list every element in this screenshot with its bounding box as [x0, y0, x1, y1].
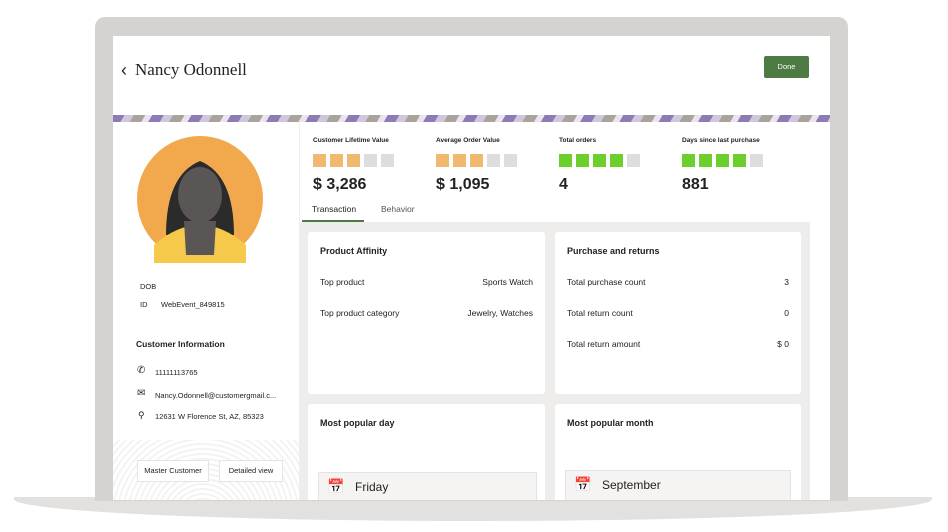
level-square [716, 154, 729, 167]
dob-label: DOB [140, 282, 157, 291]
phone: 11111113765 [155, 368, 198, 377]
email: Nancy.Odonnell@customergmail.c... [155, 391, 277, 400]
row-value: Jewelry, Watches [467, 308, 533, 318]
row-value: Sports Watch [482, 277, 533, 287]
level-square [576, 154, 589, 167]
row-label: Top product category [320, 308, 400, 318]
info-title: Customer Information [136, 339, 225, 349]
title: Nancy Odonnell [135, 60, 247, 79]
card-title: Purchase and returns [567, 246, 660, 256]
tab-active[interactable]: Transaction [312, 204, 357, 214]
level-square [733, 154, 746, 167]
metric-value: 881 [682, 176, 709, 193]
done-button[interactable]: Done [764, 56, 809, 78]
left-panel: DOB ID WebEvent_849815 Customer Informat… [113, 122, 300, 500]
day-value: Friday [355, 480, 389, 494]
tab[interactable]: Behavior [381, 204, 415, 214]
back-icon[interactable]: ‹ [121, 60, 127, 80]
level-square [504, 154, 517, 167]
level-square [470, 154, 483, 167]
metrics: Customer Lifetime Value $ 3,286 Average Or… [300, 122, 830, 222]
row-label: Total return count [567, 308, 633, 318]
level-square [750, 154, 763, 167]
metric-value: 4 [559, 176, 568, 193]
row-label: Total purchase count [567, 277, 646, 287]
row-value: $ 0 [777, 339, 789, 349]
level-square [381, 154, 394, 167]
metric-label: Average Order Value [436, 137, 500, 144]
tab-underline [302, 220, 364, 222]
month-value: September [602, 478, 661, 492]
metric-label: Total orders [559, 137, 597, 144]
banner-stripe [113, 115, 830, 122]
level-square [364, 154, 377, 167]
button[interactable]: Master Customer [137, 460, 209, 482]
level-square [559, 154, 572, 167]
level-square [453, 154, 466, 167]
metric-value: $ 3,286 [313, 176, 367, 193]
level-square [313, 154, 326, 167]
cards-area: Product Affinity Top product Sports Watch T… [300, 222, 810, 500]
phone-icon: ✆ [137, 365, 146, 376]
level-square [436, 154, 449, 167]
row-label: Total return amount [567, 339, 641, 349]
level-square [593, 154, 606, 167]
calendar-icon: 📅 [327, 478, 345, 494]
avatar [137, 136, 263, 263]
level-square [699, 154, 712, 167]
screen: ‹ Nancy Odonnell Done DOB ID WebEvent_84… [113, 36, 830, 500]
level-square [610, 154, 623, 167]
metric-label: Days since last purchase [682, 137, 760, 144]
id-label: ID [140, 300, 148, 309]
address-icon: ⚲ [138, 410, 145, 420]
id-value: WebEvent_849815 [161, 300, 225, 309]
card-title: Most popular day [320, 418, 395, 428]
level-square [682, 154, 695, 167]
card: Most popular day 📅 Friday [308, 404, 545, 500]
level-square [330, 154, 343, 167]
card: Purchase and returns Total purchase count… [555, 232, 801, 394]
address: 12631 W Florence St, AZ, 85323 [155, 412, 264, 421]
metric-label: Customer Lifetime Value [313, 137, 389, 144]
value-box: 📅 September [565, 470, 791, 500]
row-value: 0 [784, 308, 789, 318]
card-title: Product Affinity [320, 246, 388, 256]
row-value: 3 [784, 277, 789, 287]
metric-value: $ 1,095 [436, 176, 490, 193]
level-square [487, 154, 500, 167]
level-square [627, 154, 640, 167]
card: Product Affinity Top product Sports Watch T… [308, 232, 545, 394]
calendar-icon: 📅 [574, 476, 592, 492]
email-icon: ✉ [137, 388, 146, 399]
row-label: Top product [320, 277, 365, 287]
card-title: Most popular month [567, 418, 654, 428]
level-square [347, 154, 360, 167]
card: Most popular month 📅 September [555, 404, 801, 500]
value-box: 📅 Friday [318, 472, 537, 500]
button[interactable]: Detailed view [219, 460, 283, 482]
